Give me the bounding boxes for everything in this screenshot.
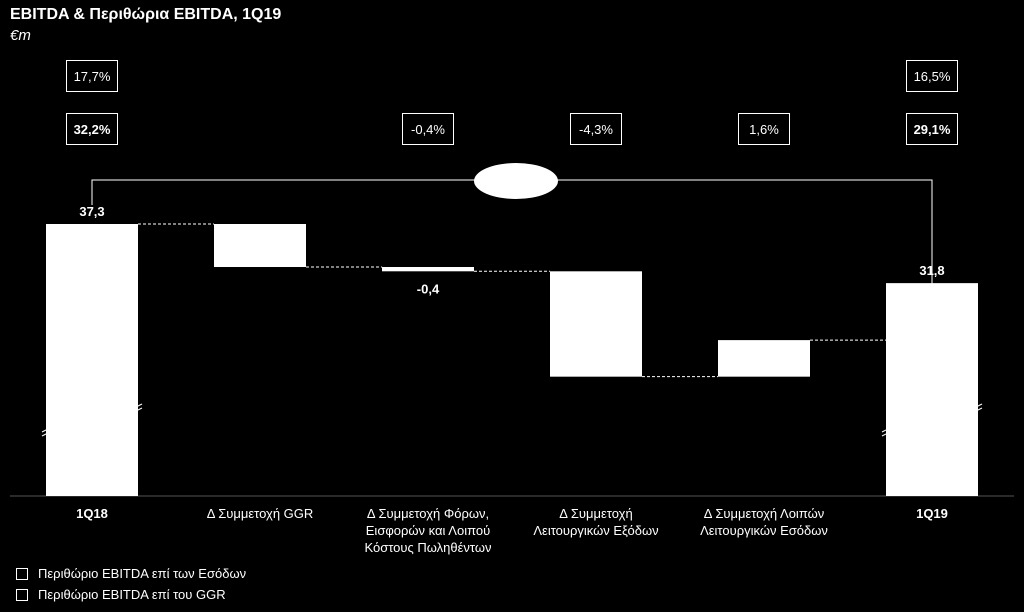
- category-label-line: Κόστους Πωληθέντων: [364, 540, 492, 555]
- margin-ggr-box-5: 29,1%: [906, 113, 958, 145]
- bar-2: [382, 267, 474, 272]
- category-label-1: Δ Συμμετοχή GGR: [165, 505, 355, 522]
- margin-ggr-box-4: 1,6%: [738, 113, 790, 145]
- legend-label-revenue: Περιθώριο EBITDA επί των Εσόδων: [38, 566, 247, 581]
- axis-break-0-0b: [41, 425, 55, 433]
- category-label-line: Δ Συμμετοχή Λοιπών: [703, 506, 825, 521]
- margin-revenue-box-5: 16,5%: [906, 60, 958, 92]
- axis-break-5-1: [969, 407, 983, 415]
- axis-break-0-1b: [129, 403, 143, 411]
- bracket-arrow: [927, 292, 937, 302]
- category-label-3: Δ Συμμετοχή Λειτουργικών Εξόδων: [501, 505, 691, 539]
- axis-break-5-0: [881, 429, 895, 437]
- category-label-0: 1Q18: [0, 505, 187, 522]
- category-label-5: 1Q19: [837, 505, 1024, 522]
- margin-ggr-box-0: 32,2%: [66, 113, 118, 145]
- category-label-line: 1Q18: [76, 506, 108, 521]
- data-label-2: -0,4: [417, 281, 440, 296]
- category-label-line: 1Q19: [916, 506, 948, 521]
- category-label-line: Λειτουργικών Εξόδων: [533, 523, 659, 538]
- category-label-line: Δ Συμμετοχή GGR: [206, 506, 314, 521]
- category-label-line: Λειτουργικών Εσόδων: [700, 523, 828, 538]
- chart-subtitle: €m: [10, 27, 31, 44]
- bar-5: [886, 283, 978, 496]
- category-label-2: Δ Συμμετοχή Φόρων, Εισφορών και Λοιπού Κόσ…: [333, 505, 523, 556]
- legend-item-ggr: Περιθώριο EBITDA επί του GGR: [16, 587, 226, 602]
- bracket-ellipse: [474, 163, 558, 199]
- legend-item-revenue: Περιθώριο EBITDA επί των Εσόδων: [16, 566, 246, 581]
- margin-ggr-box-3: -4,3%: [570, 113, 622, 145]
- category-label-line: Δ Συμμετοχή Φόρων,: [366, 506, 490, 521]
- category-label-line: Δ Συμμετοχή: [559, 506, 633, 521]
- axis-break-0-0: [41, 429, 55, 437]
- bar-0: [46, 224, 138, 496]
- category-label-4: Δ Συμμετοχή Λοιπών Λειτουργικών Εσόδων: [669, 505, 859, 539]
- bar-4: [718, 340, 810, 377]
- chart-title: EBITDA & Περιθώρια EBITDA, 1Q19: [10, 6, 282, 23]
- axis-break-0-1: [129, 407, 143, 415]
- margin-revenue-box-0: 17,7%: [66, 60, 118, 92]
- data-label-0: 37,3: [79, 204, 104, 219]
- margin-ggr-box-2: -0,4%: [402, 113, 454, 145]
- axis-break-5-1b: [969, 403, 983, 411]
- legend-swatch: [16, 588, 28, 601]
- legend-label-ggr: Περιθώριο EBITDA επί του GGR: [38, 587, 226, 602]
- axis-break-5-0b: [881, 425, 895, 433]
- legend-swatch: [16, 567, 28, 580]
- bar-3: [550, 271, 642, 377]
- bar-1: [214, 224, 306, 268]
- category-label-line: Εισφορών και Λοιπού: [365, 523, 491, 538]
